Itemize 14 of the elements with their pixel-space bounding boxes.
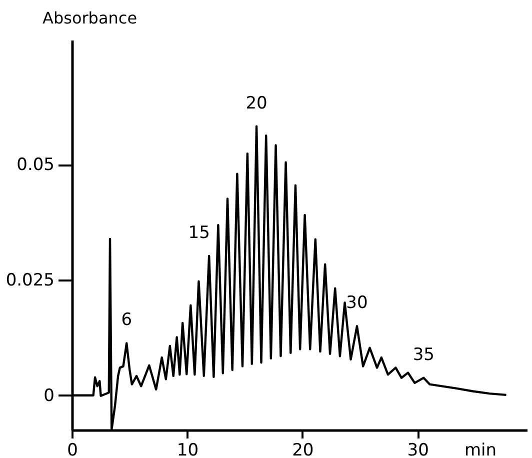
x-axis-title: min: [464, 440, 497, 458]
x-tick-label: 30: [407, 440, 429, 458]
y-tick-label: 0: [44, 386, 54, 406]
annotation: 30: [346, 293, 368, 314]
annotation: 35: [412, 344, 434, 365]
y-axis-title: Absorbance: [42, 8, 138, 28]
annotation: 6: [121, 310, 132, 330]
annotation: 15: [188, 223, 210, 243]
y-tick-label: 0.025: [6, 270, 54, 290]
x-tick-label: 0: [67, 440, 78, 458]
y-tick-label: 0.05: [16, 155, 54, 176]
x-tick-label: 20: [292, 440, 314, 458]
annotation: 20: [246, 93, 268, 114]
x-tick-label: 10: [176, 440, 199, 458]
